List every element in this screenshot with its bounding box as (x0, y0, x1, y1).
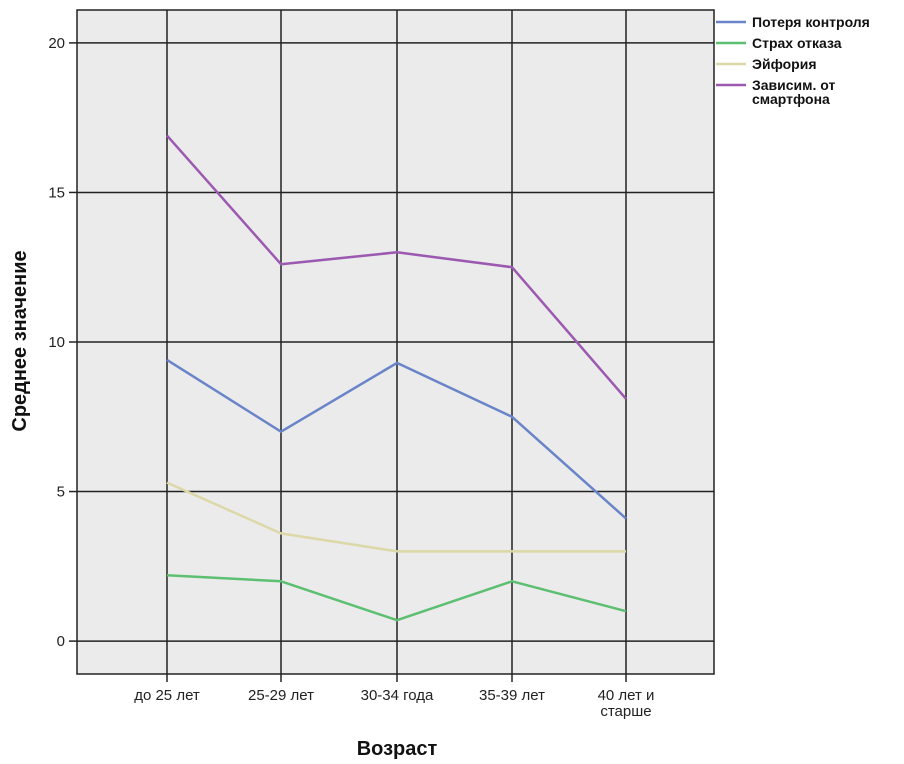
x-tick-label-line: 40 лет и (598, 687, 655, 704)
legend-label-2: Страх отказа (752, 35, 842, 51)
x-tick-label: 30-34 года (361, 687, 434, 704)
y-tick-label: 10 (48, 334, 65, 351)
x-axis-title: Возраст (357, 738, 438, 760)
x-tick-label-line: 35-39 лет (479, 687, 545, 704)
x-tick-label: до 25 лет (134, 687, 200, 704)
series-line-4 (166, 134, 627, 400)
legend-label-4: Зависим. от смартфона (752, 77, 836, 107)
x-tick-label-line: 30-34 года (361, 687, 434, 704)
legend-label-1: Потеря контроля (752, 14, 870, 30)
y-tick-label: 15 (48, 184, 65, 201)
legend-label-line: смартфона (752, 91, 830, 107)
legend-label-line: Зависим. от (752, 77, 836, 93)
x-tick-label: 35-39 лет (479, 687, 545, 704)
series-line-3 (166, 481, 626, 553)
series-line-1 (166, 358, 627, 520)
x-tick-label-line: до 25 лет (134, 687, 200, 704)
y-tick-label: 5 (57, 484, 65, 501)
x-tick-label-line: 25-29 лет (248, 687, 314, 704)
legend-label-line: Эйфория (752, 56, 817, 72)
y-tick-label: 20 (48, 35, 65, 52)
series-line-2 (166, 574, 627, 622)
legend-label-line: Потеря контроля (752, 14, 870, 30)
x-tick-label: 40 лет и старше (598, 687, 655, 720)
x-tick-label-line: старше (600, 703, 651, 720)
legend-label-line: Страх отказа (752, 35, 842, 51)
legend-label-3: Эйфория (752, 56, 817, 72)
x-tick-label: 25-29 лет (248, 687, 314, 704)
y-axis-title: Среднее значение (9, 250, 31, 431)
y-tick-label: 0 (57, 633, 65, 650)
